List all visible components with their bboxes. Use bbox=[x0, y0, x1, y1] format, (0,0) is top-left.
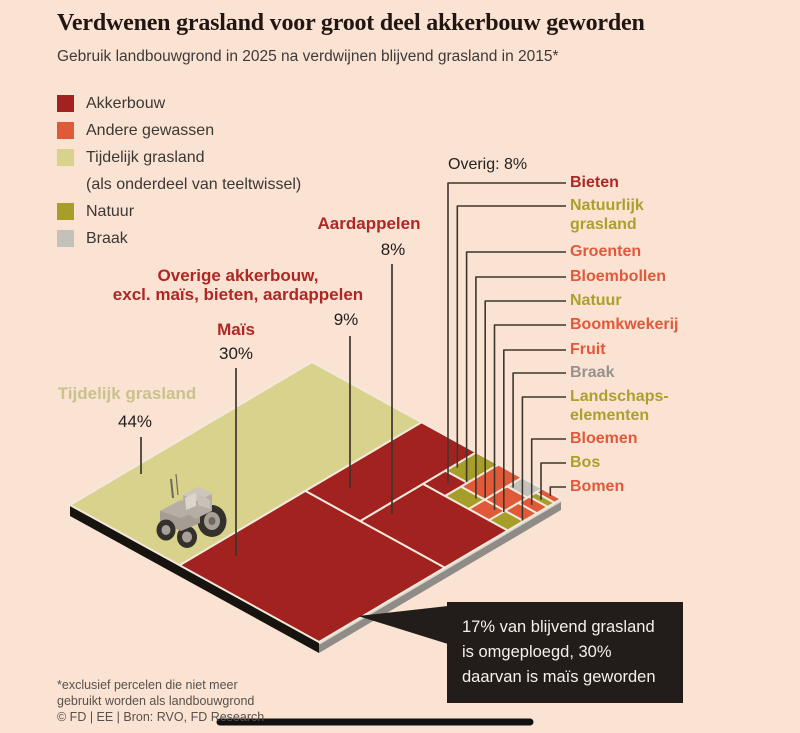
label-aardappelen: Aardappelen bbox=[318, 214, 421, 233]
label-tijdelijk-grasland: Tijdelijk grasland bbox=[58, 384, 197, 403]
value-tijdelijk-grasland: 44% bbox=[117, 412, 153, 431]
label-line: Natuurlijk bbox=[570, 197, 644, 214]
legend-item-tijdelijk_grasland: Tijdelijk grasland bbox=[57, 144, 301, 171]
tractor-window-icon bbox=[198, 493, 210, 509]
pointer-line-natuurlijk-grasland bbox=[456, 205, 566, 468]
tractor-front-hub-icon bbox=[161, 525, 171, 535]
label-line: excl. maïs, bieten, aardappelen bbox=[112, 285, 364, 304]
tractor-exhaust-icon bbox=[170, 478, 174, 499]
label-line: Bieten bbox=[570, 174, 619, 191]
pointer-line-natuur bbox=[484, 300, 566, 498]
pointer-line-groenten bbox=[465, 251, 566, 483]
tractor-window-icon bbox=[185, 492, 196, 510]
label-braak: Braak bbox=[570, 363, 614, 382]
callout-tail-icon bbox=[358, 606, 448, 644]
page-title: Verdwenen grasland voor groot deel akker… bbox=[57, 10, 645, 36]
legend-swatch-natuur bbox=[57, 203, 74, 220]
footnote-line: gebruikt worden als landbouwgrond bbox=[57, 694, 255, 708]
pointer-line-bos bbox=[540, 462, 566, 500]
overig-total-label: Overig: 8% bbox=[448, 156, 528, 173]
legend-label: (als onderdeel van teeltwissel) bbox=[86, 175, 302, 193]
label-line: grasland bbox=[570, 216, 637, 233]
legend-label: Natuur bbox=[86, 202, 135, 220]
legend-label: Akkerbouw bbox=[86, 94, 166, 112]
label-line: Bloemen bbox=[570, 430, 638, 447]
pointer-line-bomen bbox=[549, 486, 566, 496]
label-groenten: Groenten bbox=[570, 242, 641, 261]
legend-swatch-tijdelijk_grasland bbox=[57, 149, 74, 166]
label-fruit: Fruit bbox=[570, 340, 606, 359]
legend: Akkerbouw Andere gewassen Tijdelijk grasla… bbox=[57, 90, 301, 252]
legend-swatch-andere_gewassen bbox=[57, 122, 74, 139]
page-subtitle: Gebruik landbouwgrond in 2025 na verdwij… bbox=[57, 48, 559, 65]
label-line: Natuur bbox=[570, 292, 622, 309]
label-line: Overige akkerbouw, bbox=[157, 266, 319, 285]
block-side-left bbox=[70, 505, 319, 653]
label-bloembollen: Bloembollen bbox=[570, 267, 666, 286]
label-boomkwekerij: Boomkwekerij bbox=[570, 315, 678, 334]
label-line: Maïs bbox=[217, 320, 255, 339]
tractor-front-hub-icon bbox=[182, 531, 192, 543]
label-line: Boomkwekerij bbox=[570, 316, 679, 333]
label-landschapselementen: Landschaps-elementen bbox=[570, 387, 669, 425]
pointer-line-bloemen bbox=[530, 438, 566, 505]
label-line: Tijdelijk grasland bbox=[57, 384, 197, 403]
footnote-line: © FD | EE | Bron: RVO, FD Research bbox=[57, 710, 265, 724]
label-line: Landschaps- bbox=[570, 388, 669, 405]
label-natuur: Natuur bbox=[570, 291, 622, 310]
label-bieten: Bieten bbox=[570, 173, 619, 192]
block-edge-highlight bbox=[318, 499, 562, 645]
label-line: Bomen bbox=[570, 478, 625, 495]
tractor-antenna-icon bbox=[175, 473, 179, 496]
value-mais: 30% bbox=[218, 344, 254, 363]
legend-item-andere_gewassen: Andere gewassen bbox=[57, 117, 301, 144]
label-bloemen: Bloemen bbox=[570, 429, 638, 448]
label-natuurlijk-grasland: Natuurlijk grasland bbox=[570, 196, 644, 234]
callout-line: is omgeploegd, 30% bbox=[462, 643, 612, 661]
label-overige-akkerbouw: Overige akkerbouw, excl. maïs, bieten, aa… bbox=[113, 266, 363, 304]
label-bomen: Bomen bbox=[570, 477, 624, 496]
label-line: Fruit bbox=[570, 341, 606, 358]
footnote-line: *exclusief percelen die niet meer bbox=[57, 678, 238, 692]
legend-item-braak: Braak bbox=[57, 225, 301, 252]
legend-label: Braak bbox=[86, 229, 128, 247]
legend-label: Tijdelijk grasland bbox=[86, 148, 205, 166]
legend-label: Andere gewassen bbox=[86, 121, 215, 139]
tractor-rear-axle-icon bbox=[208, 517, 216, 525]
value-overige-akkerbouw: 9% bbox=[333, 310, 359, 329]
label-line: elementen bbox=[570, 407, 650, 424]
footnotes: *exclusief percelen die niet meer gebrui… bbox=[57, 677, 264, 725]
pointer-line-braak bbox=[512, 372, 566, 488]
callout-line: daarvan is maïs geworden bbox=[462, 668, 656, 686]
pointer-line-bieten bbox=[447, 182, 566, 484]
legend-sublabel-tijdelijk_grasland: (als onderdeel van teeltwissel) bbox=[57, 171, 301, 198]
callout-bubble: 17% van blijvend grasland is omgeploegd,… bbox=[447, 602, 683, 703]
pointer-line-landschapselementen bbox=[521, 396, 566, 521]
label-line: Braak bbox=[570, 364, 615, 381]
pointer-line-bloembollen bbox=[475, 276, 566, 499]
legend-item-natuur: Natuur bbox=[57, 198, 301, 225]
label-line: Groenten bbox=[570, 243, 642, 260]
label-bos: Bos bbox=[570, 453, 600, 472]
label-line: Bos bbox=[570, 454, 601, 471]
legend-swatch-akkerbouw bbox=[57, 95, 74, 112]
legend-item-akkerbouw: Akkerbouw bbox=[57, 90, 301, 117]
pointer-line-fruit bbox=[503, 349, 566, 512]
pointer-line-boomkwekerij bbox=[493, 324, 566, 510]
label-line: Bloembollen bbox=[570, 268, 667, 285]
legend-swatch-braak bbox=[57, 230, 74, 247]
value-aardappelen: 8% bbox=[380, 240, 406, 259]
tractor-illustration bbox=[156, 473, 227, 548]
label-line: Aardappelen bbox=[317, 214, 421, 233]
callout-line: 17% van blijvend grasland bbox=[462, 618, 655, 636]
label-mais: Maïs bbox=[217, 320, 255, 339]
